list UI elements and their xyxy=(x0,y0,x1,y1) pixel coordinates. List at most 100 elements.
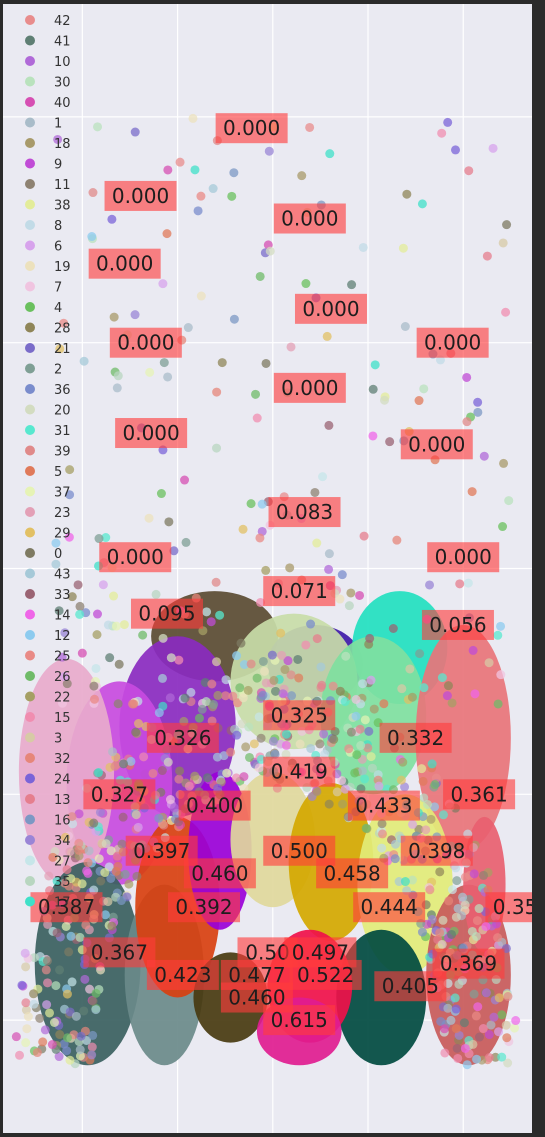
scatter-point xyxy=(57,652,67,662)
legend-marker xyxy=(25,794,35,804)
scatter-point xyxy=(286,670,296,680)
scatter-point xyxy=(238,524,248,534)
scatter-point xyxy=(451,1024,461,1034)
scatter-point xyxy=(83,858,93,868)
scatter-point xyxy=(156,489,166,499)
scatter-point xyxy=(62,989,72,999)
scatter-point xyxy=(91,988,101,998)
scatter-point xyxy=(355,590,365,600)
scatter-point xyxy=(133,719,143,729)
value-label-box xyxy=(168,892,241,923)
legend-label: 2 xyxy=(54,363,62,378)
scatter-point xyxy=(57,698,67,708)
value-label: 0.000 xyxy=(117,331,174,355)
scatter-point xyxy=(306,743,316,753)
scatter-point xyxy=(366,752,376,762)
scatter-point xyxy=(59,318,69,328)
scatter-point xyxy=(106,846,116,856)
scatter-point xyxy=(360,715,370,725)
scatter-point xyxy=(236,638,246,648)
scatter-point xyxy=(130,310,140,320)
scatter-point xyxy=(297,171,307,181)
value-label-box xyxy=(268,497,341,528)
scatter-point xyxy=(265,246,275,256)
scatter-point xyxy=(499,458,509,468)
scatter-point xyxy=(446,1015,456,1025)
scatter-point xyxy=(44,871,54,881)
scatter-point xyxy=(228,691,238,701)
legend-label: 12 xyxy=(54,629,71,644)
scatter-point xyxy=(151,589,161,599)
scatter-point xyxy=(493,630,503,640)
scatter-point xyxy=(280,665,290,675)
legend-label: 40 xyxy=(54,96,71,111)
value-label: 0.398 xyxy=(408,839,465,863)
scatter-point xyxy=(462,1060,472,1070)
value-label-box xyxy=(294,293,367,324)
scatter-point xyxy=(392,535,402,545)
scatter-point xyxy=(131,727,141,737)
scatter-point xyxy=(438,810,448,820)
legend-label: 7 xyxy=(54,281,62,296)
scatter-point xyxy=(305,122,315,132)
scatter-point xyxy=(88,188,98,198)
value-label: 0.325 xyxy=(271,703,328,727)
legend-marker xyxy=(25,138,35,148)
scatter-point xyxy=(29,989,39,999)
legend-marker xyxy=(25,322,35,333)
legend-marker xyxy=(25,568,35,579)
scatter-point xyxy=(254,763,264,773)
scatter-point xyxy=(67,977,77,987)
legend-marker xyxy=(25,281,35,292)
legend-marker xyxy=(25,773,35,784)
scatter-point xyxy=(130,127,140,137)
scatter-point xyxy=(232,730,242,740)
value-label-box xyxy=(443,779,516,810)
scatter-point xyxy=(357,766,367,776)
scatter-point xyxy=(484,1053,494,1063)
scatter-point xyxy=(467,926,477,936)
scatter-point xyxy=(95,807,105,817)
scatter-point xyxy=(435,928,445,938)
scatter-point xyxy=(462,417,472,427)
value-label-box xyxy=(263,756,336,787)
value-label-box xyxy=(347,790,420,821)
scatter-point xyxy=(89,694,99,704)
legend-label: 10 xyxy=(54,55,71,70)
scatter-point xyxy=(42,1000,52,1010)
scatter-point xyxy=(408,819,418,829)
scatter-point xyxy=(93,122,103,132)
scatter-point xyxy=(435,867,445,877)
scatter-point xyxy=(21,962,31,972)
scatter-point xyxy=(473,1002,483,1012)
scatter-point xyxy=(394,877,404,887)
value-label: 0.000 xyxy=(107,545,164,569)
scatter-point xyxy=(417,199,427,209)
scatter-point xyxy=(358,242,368,252)
scatter-point xyxy=(80,974,90,984)
scatter-point xyxy=(418,776,428,786)
scatter-point xyxy=(35,1013,45,1023)
scatter-point xyxy=(364,726,374,736)
value-label-box xyxy=(263,700,336,731)
scatter-point xyxy=(75,601,85,611)
scatter-point xyxy=(11,1032,21,1042)
scatter-point xyxy=(319,729,329,739)
legend-marker xyxy=(25,732,35,743)
scatter-point xyxy=(103,620,113,630)
value-label: 0.615 xyxy=(271,1008,328,1032)
scatter-point xyxy=(92,630,102,640)
scatter-point xyxy=(169,546,179,556)
legend-label: 38 xyxy=(54,199,71,214)
value-label-box xyxy=(273,372,346,403)
value-label: 0.397 xyxy=(133,839,190,863)
scatter-point xyxy=(55,1030,65,1040)
scatter-point xyxy=(217,358,227,368)
scatter-point xyxy=(114,659,124,669)
scatter-point xyxy=(64,532,74,542)
legend-marker xyxy=(25,302,35,312)
scatter-point xyxy=(163,165,173,175)
value-label-box xyxy=(146,959,219,990)
scatter-point xyxy=(324,549,334,559)
scatter-point xyxy=(379,699,389,709)
